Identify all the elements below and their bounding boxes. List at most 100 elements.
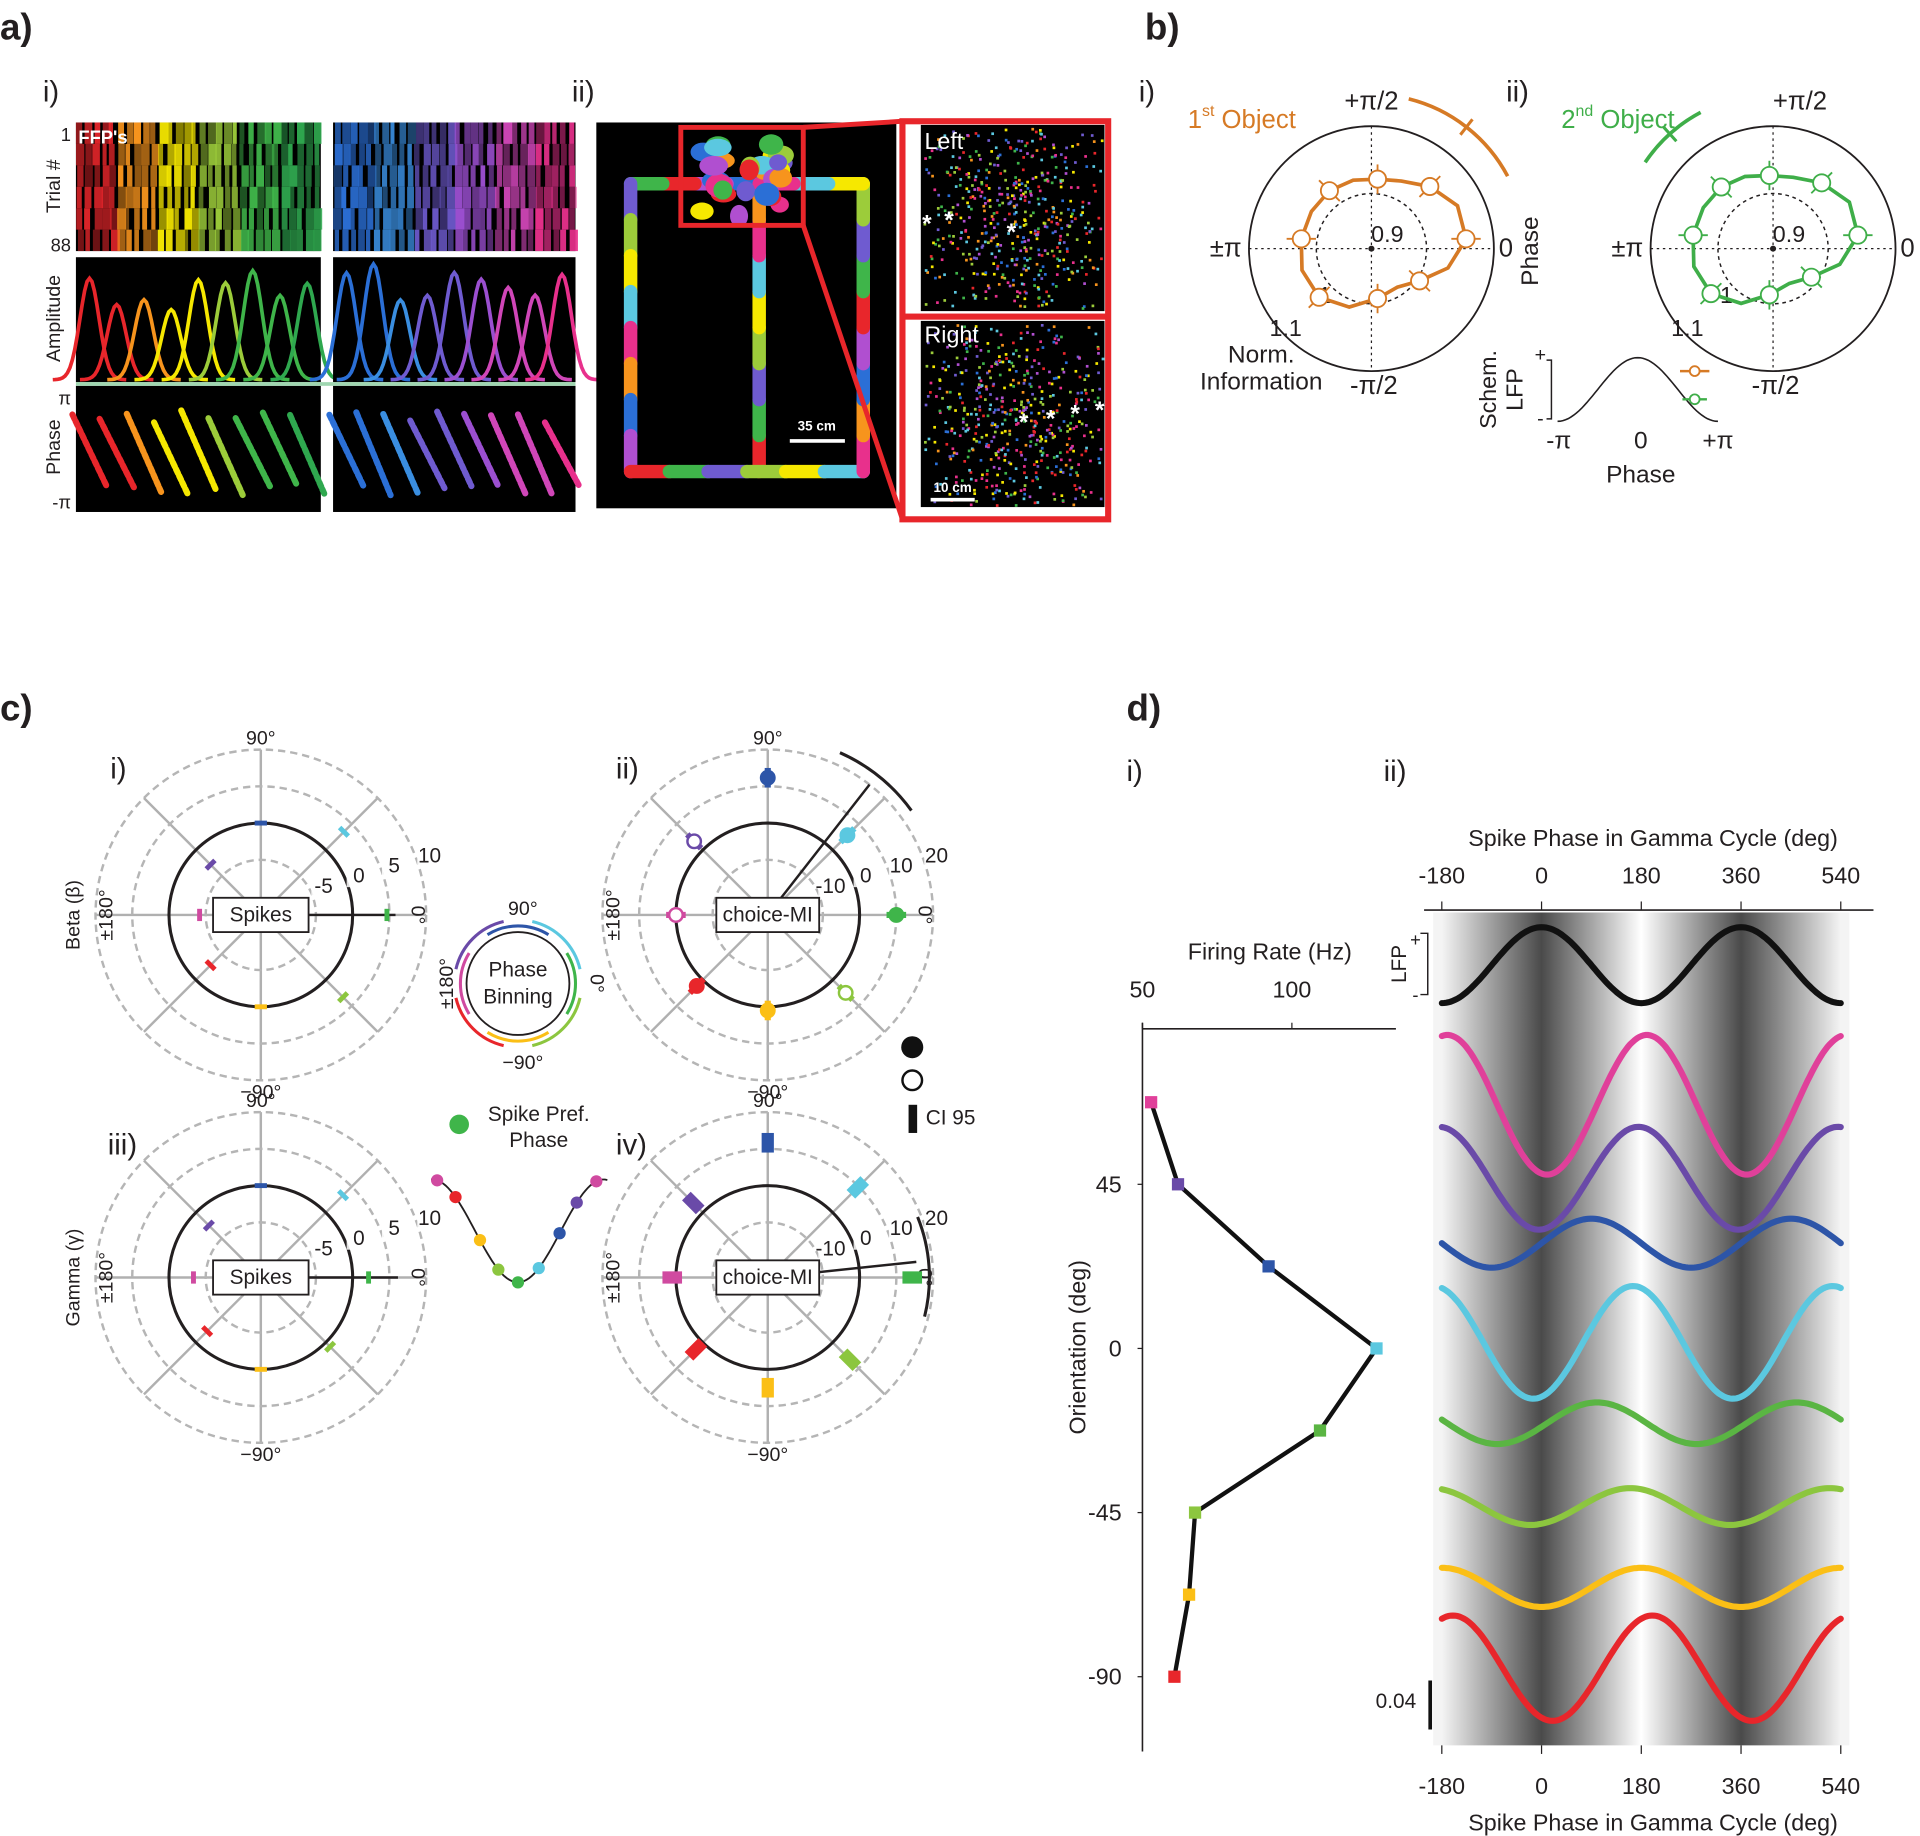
image-texture	[174, 208, 179, 230]
radial-tick-label: 10	[890, 855, 913, 878]
spike-dot	[950, 429, 953, 433]
image-texture	[118, 186, 127, 209]
spike-dot	[1064, 172, 1068, 175]
spike-dot	[1091, 435, 1094, 439]
object-title: 2nd Object	[1561, 103, 1674, 134]
image-texture	[314, 208, 323, 230]
image-texture	[215, 229, 220, 252]
spike-dot	[926, 395, 930, 398]
center-label: choice-MI	[723, 903, 813, 926]
image-texture	[167, 143, 176, 166]
spike-dot	[933, 440, 937, 444]
image-texture	[390, 292, 465, 382]
preferred-tick	[1459, 118, 1474, 136]
image-texture	[270, 280, 345, 382]
angle-label: 90°	[246, 728, 276, 750]
spike-dot	[1058, 241, 1061, 245]
spike-dot	[1055, 273, 1059, 276]
spike-dot	[978, 440, 981, 444]
image-texture	[118, 165, 124, 187]
spike-dot	[1052, 143, 1055, 147]
image-texture	[439, 208, 448, 230]
center-box	[212, 896, 310, 934]
spike-dot	[962, 151, 965, 154]
image-texture	[487, 143, 495, 166]
information-point	[1420, 177, 1440, 197]
image-texture	[455, 229, 464, 252]
polar-spoke	[259, 797, 379, 916]
polar-spoke	[766, 1276, 886, 1396]
spike-dot	[1081, 493, 1084, 497]
image-texture	[77, 165, 84, 187]
spike-dot	[1053, 435, 1056, 438]
inset-label: Left	[924, 128, 963, 154]
image-texture	[334, 229, 340, 252]
spike-phase-curve	[1438, 1612, 1844, 1724]
spike-dot	[1047, 218, 1051, 222]
image-texture	[94, 186, 103, 209]
image-texture	[439, 122, 447, 144]
spike-dot	[1035, 149, 1039, 152]
binning-arc	[454, 997, 504, 1048]
spike-dot	[1001, 400, 1005, 403]
y-tick-label: 0	[1109, 1335, 1122, 1361]
spike-dot	[1040, 132, 1043, 136]
image-texture	[496, 122, 502, 144]
marker-bar	[204, 959, 217, 972]
spike-dot	[987, 286, 991, 290]
spike-dot	[1066, 267, 1070, 270]
image-texture	[76, 186, 82, 209]
spike-dot	[1013, 197, 1016, 201]
spike-dot	[1085, 364, 1089, 368]
row-label: Amplitude	[43, 275, 65, 362]
spike-dot	[1050, 155, 1054, 159]
spike-dot	[1026, 398, 1030, 402]
tick-label: -	[1412, 984, 1418, 1005]
image-texture	[470, 122, 479, 144]
spike-dot	[973, 407, 977, 411]
image-texture	[215, 208, 222, 230]
spike-dot	[974, 331, 977, 334]
image-texture	[134, 165, 142, 187]
information-point	[1801, 267, 1821, 287]
image-texture	[382, 186, 388, 209]
spike-dot	[1009, 409, 1013, 412]
spike-dot	[976, 239, 980, 243]
spike-dot	[978, 188, 981, 192]
image-texture	[85, 229, 90, 252]
tuning-point	[1370, 1342, 1383, 1355]
spike-dot	[1031, 433, 1035, 437]
spike-dot	[1069, 199, 1073, 203]
spike-dot	[948, 405, 952, 409]
spike-dot	[1022, 409, 1025, 412]
spike-dot	[1029, 403, 1033, 407]
spike-dot	[1087, 201, 1091, 205]
spike-dot	[990, 252, 994, 256]
spike-dot	[1011, 194, 1014, 198]
legend-label: Spike Pref.	[488, 1103, 590, 1126]
spike-dot	[1001, 360, 1005, 364]
spike-dot	[1020, 400, 1023, 404]
spike-dot	[979, 395, 983, 399]
spike-dot	[996, 473, 999, 477]
image-texture	[447, 229, 454, 252]
image-texture	[297, 143, 304, 166]
sub-label: i)	[110, 753, 126, 786]
spike-dot	[985, 184, 988, 187]
image-texture	[430, 229, 437, 252]
image-texture	[423, 143, 431, 166]
spike-dot	[1094, 189, 1097, 193]
image-texture	[544, 143, 550, 166]
spike-dot	[1026, 180, 1029, 184]
spike-dot	[1067, 208, 1070, 211]
spike-dot	[972, 437, 976, 441]
spike-dot	[983, 209, 986, 213]
spike-dot	[971, 286, 975, 290]
image-texture	[560, 143, 567, 166]
image-texture	[224, 122, 233, 144]
title-part: 1	[1188, 106, 1202, 134]
center-box	[715, 1259, 821, 1296]
image-texture	[215, 143, 222, 166]
spike-dot	[1008, 477, 1012, 480]
image-texture	[455, 143, 464, 166]
